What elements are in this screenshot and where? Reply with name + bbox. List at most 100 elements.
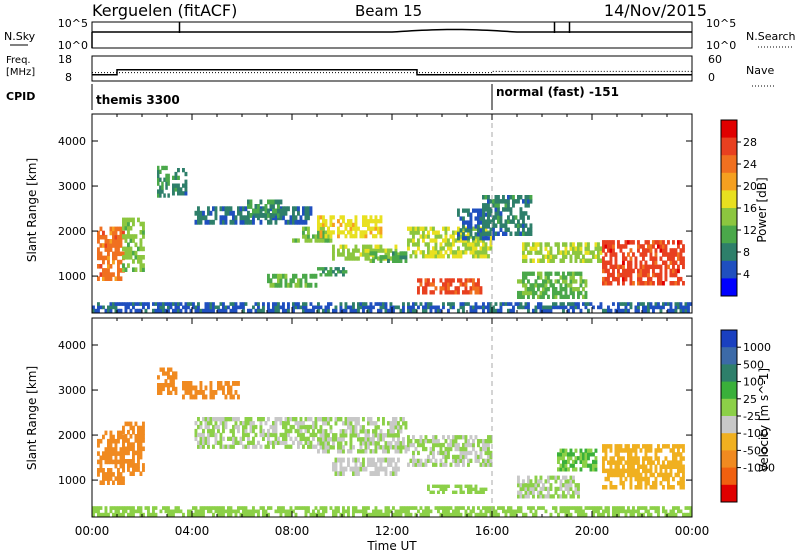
data-cell: [424, 308, 428, 313]
data-cell: [564, 506, 568, 510]
data-cell: [287, 219, 290, 225]
data-cell: [419, 439, 423, 444]
data-cell: [194, 432, 198, 438]
data-cell: [282, 436, 285, 441]
data-cell: [619, 264, 623, 270]
data-cell: [474, 490, 478, 494]
data-cell: [124, 234, 128, 239]
data-cell: [299, 506, 303, 510]
data-cell: [317, 226, 320, 231]
data-cell: [629, 268, 633, 274]
data-cell: [219, 385, 223, 391]
power-ylabel: Slant Range [km]: [25, 158, 39, 262]
data-cell: [224, 381, 228, 386]
data-cell: [262, 206, 265, 212]
data-cell: [314, 424, 318, 430]
data-cell: [517, 290, 520, 296]
data-cell: [297, 444, 300, 449]
data-cell: [669, 272, 673, 278]
data-cell: [242, 512, 245, 517]
data-cell: [337, 457, 340, 463]
data-cell: [234, 424, 238, 430]
data-cell: [112, 438, 115, 444]
data-cell: [382, 421, 385, 426]
data-cell: [339, 437, 343, 442]
data-cell: [284, 219, 288, 225]
cpid-row: CPID themis 3300 normal (fast) -151: [6, 84, 619, 110]
data-cell: [159, 509, 163, 514]
data-cell: [459, 490, 463, 494]
data-cell: [617, 264, 620, 270]
data-cell: [389, 445, 393, 450]
data-cell: [437, 450, 440, 456]
data-cell: [539, 494, 543, 499]
data-cell: [439, 506, 443, 510]
data-cell: [617, 244, 620, 249]
data-cell: [182, 183, 185, 188]
data-cell: [532, 490, 535, 495]
data-cell: [97, 230, 100, 236]
data-cell: [399, 506, 403, 510]
data-cell: [667, 512, 670, 517]
data-cell: [514, 302, 518, 306]
data-cell: [684, 305, 688, 310]
data-cell: [172, 383, 175, 388]
data-cell: [287, 428, 290, 434]
data-cell: [307, 440, 310, 445]
data-cell: [474, 458, 478, 463]
data-cell: [302, 219, 305, 225]
data-cell: [347, 248, 350, 253]
data-cell: [92, 308, 95, 313]
data-cell: [439, 250, 443, 255]
data-cell: [619, 468, 623, 474]
data-cell: [232, 444, 235, 449]
data-cell: [119, 251, 123, 257]
data-cell: [639, 512, 643, 517]
data-cell: [424, 435, 428, 440]
data-cell: [672, 460, 675, 465]
data-cell: [687, 308, 690, 313]
data-cell: [494, 215, 498, 220]
data-cell: [299, 432, 303, 438]
data-cell: [452, 234, 455, 239]
data-cell: [572, 279, 575, 284]
data-cell: [367, 421, 370, 426]
data-cell: [427, 242, 430, 247]
data-cell: [174, 386, 178, 392]
data-cell: [287, 421, 290, 426]
data-cell: [659, 240, 663, 245]
data-cell: [484, 439, 488, 444]
data-cell: [512, 215, 515, 220]
data-cell: [457, 212, 460, 217]
data-region: [157, 367, 178, 395]
data-cell: [484, 207, 488, 212]
data-cell: [112, 255, 115, 261]
data-cell: [442, 506, 445, 510]
data-cell: [279, 440, 283, 445]
data-cell: [337, 509, 340, 514]
data-cell: [444, 242, 448, 247]
data-cell: [99, 255, 103, 261]
data-cell: [469, 212, 473, 217]
data-cell: [582, 279, 585, 284]
data-cell: [222, 444, 225, 449]
data-cell: [604, 506, 608, 510]
data-cell: [112, 472, 115, 477]
data-cell: [482, 458, 485, 463]
data-cell: [244, 506, 248, 510]
data-cell: [474, 512, 478, 517]
data-cell: [432, 450, 435, 456]
data-cell: [379, 457, 383, 463]
data-cell: [524, 305, 528, 310]
data-cell: [189, 308, 193, 313]
data-cell: [177, 191, 180, 196]
data-cell: [677, 452, 680, 457]
data-cell: [99, 468, 103, 473]
data-cell: [579, 275, 583, 280]
data-cell: [439, 308, 443, 313]
data-cell: [532, 283, 535, 288]
data-cell: [212, 305, 215, 310]
data-cell: [139, 512, 143, 517]
data-cell: [472, 282, 475, 287]
data-cell: [522, 215, 525, 220]
